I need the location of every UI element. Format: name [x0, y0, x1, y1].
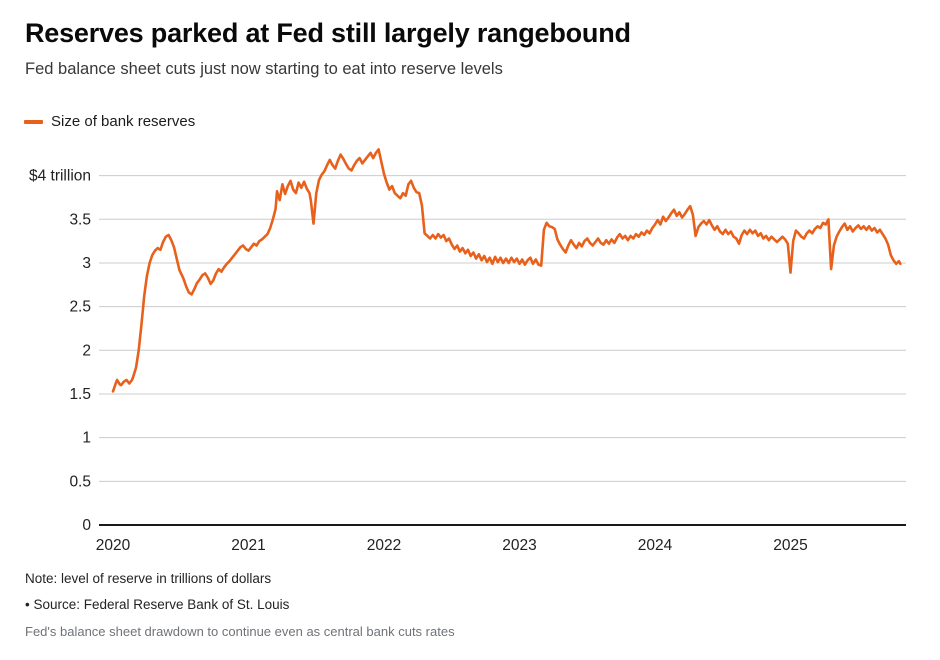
- chart-caption: Fed's balance sheet drawdown to continue…: [25, 624, 455, 639]
- y-tick-label: 2: [82, 342, 91, 359]
- legend-line-swatch: [24, 119, 43, 124]
- x-tick-label: 2022: [367, 537, 401, 554]
- chart-subtitle: Fed balance sheet cuts just now starting…: [25, 60, 503, 78]
- y-tick-label: $4 trillion: [29, 168, 91, 185]
- page-title: Reserves parked at Fed still largely ran…: [25, 18, 631, 48]
- y-tick-label: 2.5: [69, 299, 91, 316]
- y-tick-label: 3: [82, 255, 91, 272]
- x-tick-label: 2020: [96, 537, 131, 554]
- y-tick-label: 3.5: [69, 211, 91, 228]
- legend-label: Size of bank reserves: [51, 113, 196, 130]
- y-tick-label: 0.5: [69, 473, 91, 490]
- x-tick-label: 2021: [231, 537, 265, 554]
- x-tick-label: 2024: [638, 537, 673, 554]
- chart-source: • Source: Federal Reserve Bank of St. Lo…: [25, 597, 290, 612]
- x-tick-label: 2025: [773, 537, 807, 554]
- legend: Size of bank reserves: [24, 113, 195, 130]
- x-tick-label: 2023: [502, 537, 536, 554]
- y-tick-label: 1.5: [69, 386, 91, 403]
- y-tick-label: 0: [82, 517, 91, 534]
- reserves-series-line: [111, 148, 902, 393]
- chart-note: Note: level of reserve in trillions of d…: [25, 571, 272, 586]
- y-tick-label: 1: [82, 430, 91, 447]
